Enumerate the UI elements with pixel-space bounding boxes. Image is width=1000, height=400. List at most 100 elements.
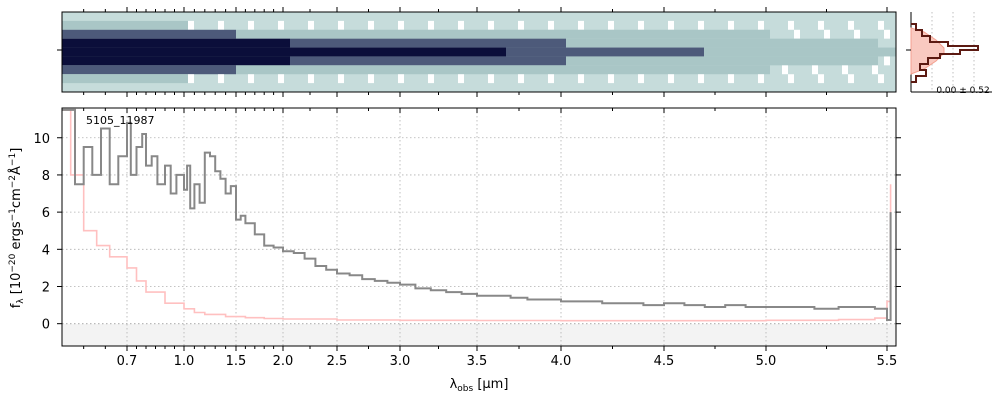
heatmap-cell: [278, 47, 284, 57]
heatmap-cell: [500, 29, 506, 39]
heatmap-cell: [572, 65, 578, 75]
heatmap-cell: [134, 20, 140, 30]
heatmap-cell: [620, 38, 626, 48]
heatmap-cell: [188, 56, 194, 66]
heatmap-cell: [680, 56, 686, 66]
heatmap-cell: [644, 56, 650, 66]
heatmap-cell: [338, 20, 344, 30]
heatmap-cell: [464, 65, 470, 75]
x-tick-label: 3.0: [390, 354, 411, 369]
flux-series-line: [62, 108, 892, 321]
heatmap-cell: [332, 38, 338, 48]
heatmap-cell: [608, 74, 614, 84]
heatmap-cell: [860, 47, 866, 57]
heatmap-cell: [494, 29, 500, 39]
heatmap-cell: [110, 20, 116, 30]
heatmap-cell: [116, 47, 122, 57]
heatmap-cell: [668, 47, 674, 57]
heatmap-cell: [542, 38, 548, 48]
heatmap-cell: [332, 65, 338, 75]
heatmap-cell: [104, 74, 110, 84]
heatmap-cell: [284, 47, 290, 57]
heatmap-cell: [140, 65, 146, 75]
heatmap-cell: [482, 38, 488, 48]
x-tick-label: 3.5: [467, 354, 488, 369]
heatmap-cell: [674, 29, 680, 39]
heatmap-cell: [680, 65, 686, 75]
heatmap-cell: [218, 47, 224, 57]
heatmap-cell: [584, 65, 590, 75]
heatmap-cell: [218, 38, 224, 48]
heatmap-cell: [740, 47, 746, 57]
heatmap-cell: [164, 47, 170, 57]
heatmap-cell: [506, 29, 512, 39]
heatmap-cell: [626, 56, 632, 66]
heatmap-cell: [200, 29, 206, 39]
heatmap-cell: [332, 56, 338, 66]
y-title-mid3: Å: [8, 166, 24, 175]
heatmap-cell: [356, 29, 362, 39]
heatmap-cell: [446, 47, 452, 57]
heatmap-cell: [854, 38, 860, 48]
heatmap-cell: [122, 38, 128, 48]
heatmap-cell: [584, 38, 590, 48]
heatmap-cell: [158, 38, 164, 48]
heatmap-cell: [314, 29, 320, 39]
heatmap-cell: [80, 29, 86, 39]
heatmap-cell: [296, 56, 302, 66]
heatmap-cell: [596, 56, 602, 66]
heatmap-cell: [86, 38, 92, 48]
heatmap-cell: [188, 65, 194, 75]
heatmap-cell: [566, 29, 572, 39]
heatmap-cell: [488, 20, 494, 30]
heatmap-cell: [848, 38, 854, 48]
heatmap-cell: [206, 65, 212, 75]
y-title-exp4: −1: [8, 153, 18, 166]
heatmap-cell: [242, 29, 248, 39]
heatmap-cell: [548, 29, 554, 39]
heatmap-cell: [434, 47, 440, 57]
heatmap-cell: [80, 38, 86, 48]
heatmap-cell: [134, 65, 140, 75]
heatmap-cell: [272, 65, 278, 75]
spectrum-2d-frame: [61, 11, 897, 93]
heatmap-cell: [194, 65, 200, 75]
heatmap-cell: [524, 47, 530, 57]
heatmap-cell: [80, 74, 86, 84]
heatmap-cell: [278, 65, 284, 75]
heatmap-cell: [566, 38, 572, 48]
heatmap-cell: [476, 56, 482, 66]
x-tick-label: 5.5: [877, 354, 898, 369]
heatmap-cell: [488, 47, 494, 57]
spectrum-1d-panel: 0.7 1.0 1.5 2.0 2.5 3.0 3.5 4.0 4.5 5.0 5.5 0 2 4 6 8 1…: [33, 107, 901, 369]
heatmap-cell: [230, 38, 236, 48]
heatmap-cell: [500, 38, 506, 48]
heatmap-cell: [428, 47, 434, 57]
heatmap-cell: [668, 65, 674, 75]
heatmap-cell: [320, 29, 326, 39]
heatmap-cell: [572, 56, 578, 66]
heatmap-cell: [578, 74, 584, 84]
heatmap-cell: [650, 38, 656, 48]
heatmap-cell: [92, 74, 98, 84]
heatmap-cell: [152, 56, 158, 66]
heatmap-cell: [620, 47, 626, 57]
heatmap-cell: [578, 65, 584, 75]
heatmap-cell: [104, 20, 110, 30]
heatmap-cell: [356, 47, 362, 57]
heatmap-cell: [422, 29, 428, 39]
heatmap-cell: [206, 56, 212, 66]
heatmap-cell: [302, 65, 308, 75]
heatmap-cell: [458, 74, 464, 84]
heatmap-cell: [698, 74, 704, 84]
heatmap-cell: [236, 38, 242, 48]
heatmap-cell: [458, 20, 464, 30]
heatmap-cell: [272, 38, 278, 48]
heatmap-cell: [494, 38, 500, 48]
heatmap-cell: [740, 65, 746, 75]
x-tick-label: 5.0: [756, 354, 777, 369]
heatmap-cell: [878, 74, 884, 84]
heatmap-cell: [548, 38, 554, 48]
heatmap-cell: [158, 56, 164, 66]
heatmap-cell: [206, 38, 212, 48]
